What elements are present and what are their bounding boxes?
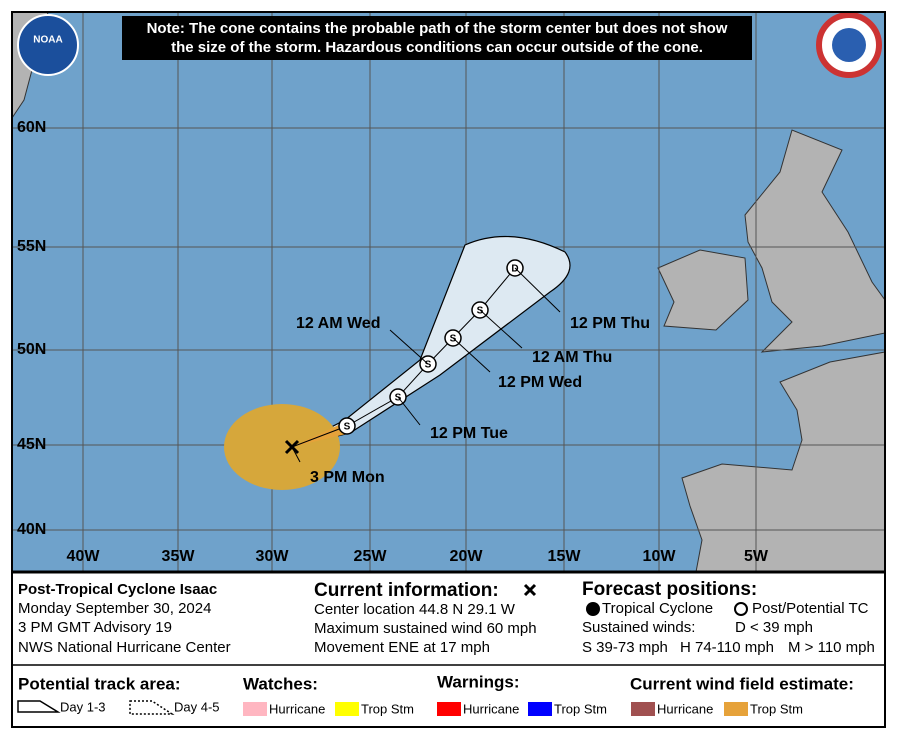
info-text: Monday September 30, 2024 — [18, 600, 211, 617]
point-label: 12 AM Thu — [532, 349, 612, 366]
info-text: Watches: — [243, 674, 318, 693]
note: the size of the storm. Hazardous conditi… — [171, 39, 703, 56]
forecast-cone — [291, 235, 571, 448]
lat-label: 55N — [17, 238, 46, 255]
lon-label: 30W — [256, 548, 290, 565]
point-type: S — [425, 360, 432, 371]
info-text: H 74-110 mph — [680, 639, 774, 656]
info-text: Potential track area: — [18, 674, 181, 693]
info-text: Trop Stm — [554, 701, 607, 716]
info-text: S 39-73 mph — [582, 639, 668, 656]
leader — [389, 329, 429, 365]
leader — [514, 267, 561, 313]
leader — [397, 396, 421, 426]
info-text: NWS National Hurricane Center — [18, 639, 231, 656]
info-text: Forecast positions: — [582, 579, 757, 600]
point-label: 12 PM Wed — [498, 374, 582, 391]
info-text: Post-Tropical Cyclone Isaac — [18, 581, 217, 598]
lon-label: 10W — [643, 548, 677, 565]
ptc-icon — [734, 602, 748, 616]
info-text: Hurricane — [463, 701, 519, 716]
forecast-point — [338, 417, 356, 435]
swatch — [243, 702, 267, 716]
day45-icon — [129, 700, 175, 715]
info-text: D < 39 mph — [735, 619, 813, 636]
track — [284, 259, 561, 463]
day13-icon — [17, 700, 61, 713]
noaa-logo — [17, 14, 79, 76]
point-type: S — [477, 306, 484, 317]
info-text: Post/Potential TC — [752, 600, 869, 617]
point-type: S — [344, 422, 351, 433]
leader — [479, 309, 523, 349]
note: Note: The cone contains the probable pat… — [147, 20, 728, 37]
swatch — [437, 702, 461, 716]
swatch — [335, 702, 359, 716]
lon-label: 40W — [67, 548, 101, 565]
info-text: Movement ENE at 17 mph — [314, 639, 490, 656]
info-text: M > 110 mph — [788, 639, 875, 656]
swatch — [724, 702, 748, 716]
lat-label: 50N — [17, 341, 46, 358]
info-text: Current wind field estimate: — [630, 674, 854, 693]
swatch — [528, 702, 552, 716]
tc-icon — [586, 602, 600, 616]
info-text: Current information: — [314, 580, 499, 601]
info-text: Center location 44.8 N 29.1 W — [314, 601, 516, 618]
info-text: Tropical Cyclone — [602, 600, 713, 617]
cone-day1 — [292, 422, 350, 447]
lon-label: 35W — [162, 548, 196, 565]
frame — [11, 11, 886, 728]
point-type: S — [395, 393, 402, 404]
info-text: Warnings: — [437, 672, 519, 691]
info-text: Hurricane — [269, 701, 325, 716]
leader — [291, 446, 301, 463]
lon-label: 25W — [354, 548, 388, 565]
note-box — [122, 16, 752, 60]
info-panel: Post-Tropical Cyclone Isaac Monday Septem… — [17, 579, 875, 716]
lon-label: 20W — [450, 548, 484, 565]
point-type: S — [450, 334, 457, 345]
info-text: Hurricane — [657, 701, 713, 716]
current-x-icon — [523, 583, 537, 597]
point-type: D — [511, 264, 518, 275]
land — [11, 11, 886, 573]
nws-logo-inner — [832, 28, 866, 62]
info-text: Day 1-3 — [60, 699, 106, 714]
info-text: Sustained winds: — [582, 619, 695, 636]
lon-label: 15W — [548, 548, 582, 565]
point-label: 12 PM Thu — [570, 315, 650, 332]
lon-label: 5W — [744, 548, 769, 565]
lat-label: 60N — [17, 119, 46, 136]
point-label: 3 PM Mon — [310, 469, 385, 486]
info-text: Day 4-5 — [174, 699, 220, 714]
point-label: 12 AM Wed — [296, 315, 380, 332]
info-text: 3 PM GMT Advisory 19 — [18, 619, 172, 636]
lat-label: 45N — [17, 436, 46, 453]
leader — [452, 337, 491, 373]
swatch — [631, 702, 655, 716]
info-text: Trop Stm — [361, 701, 414, 716]
info-text: Maximum sustained wind 60 mph — [314, 620, 537, 637]
noaa-text: NOAA — [33, 35, 62, 46]
point-label: 12 PM Tue — [430, 425, 508, 442]
info-text: Trop Stm — [750, 701, 803, 716]
lat-label: 40N — [17, 521, 46, 538]
wind-field — [224, 404, 340, 490]
